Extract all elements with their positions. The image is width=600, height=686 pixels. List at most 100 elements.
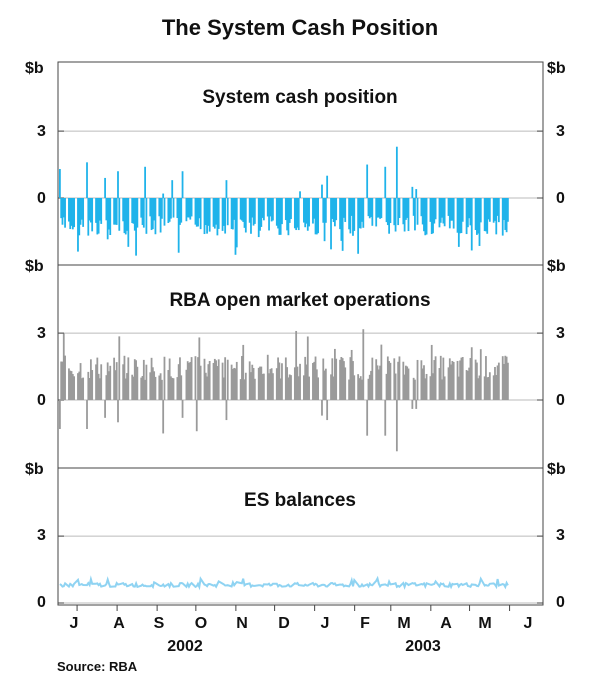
bar-negative: [388, 198, 391, 234]
bar-positive: [460, 357, 463, 400]
x-month-label: J: [523, 615, 533, 632]
bar-negative: [434, 198, 437, 220]
bar-positive: [313, 361, 316, 400]
bar-positive: [222, 377, 225, 400]
bar-positive: [284, 357, 287, 400]
bar-negative: [421, 198, 424, 225]
bar-positive: [343, 361, 345, 400]
bar-negative: [349, 198, 352, 234]
bar-negative: [505, 198, 508, 233]
bar-positive: [233, 367, 236, 400]
bar-positive: [376, 365, 379, 400]
bar-negative: [441, 198, 443, 218]
bar-negative: [176, 198, 179, 219]
y-tick-label: 3: [37, 527, 46, 544]
bar-positive: [162, 193, 165, 198]
bar-positive: [295, 330, 298, 400]
x-month-label: J: [69, 615, 79, 632]
bar-positive: [349, 357, 352, 400]
bar-negative: [106, 198, 109, 240]
bar-negative: [132, 198, 135, 224]
bar-negative: [494, 198, 496, 221]
bar-positive: [407, 368, 410, 400]
bar-positive: [207, 364, 210, 400]
line-es-balances: [59, 575, 509, 591]
bar-negative: [485, 198, 487, 232]
bar-positive: [290, 375, 292, 400]
bar-negative: [290, 198, 292, 220]
bar-positive: [370, 370, 372, 400]
bar-positive: [243, 379, 246, 400]
bar-negative: [501, 198, 504, 236]
bar-negative: [87, 198, 90, 236]
bar-positive: [73, 376, 75, 400]
bar-positive: [60, 361, 63, 400]
bar-negative: [398, 198, 401, 218]
bar-negative: [394, 198, 397, 232]
bar-negative: [286, 198, 289, 231]
bar-negative: [207, 198, 210, 226]
bar-negative: [297, 198, 300, 231]
bar-positive: [469, 358, 472, 400]
bar-negative: [142, 198, 145, 228]
x-axis: [76, 605, 511, 611]
bar-negative: [279, 198, 282, 235]
bar-negative: [206, 198, 208, 234]
y-tick-label: 3: [556, 123, 565, 140]
bar-negative: [194, 198, 197, 225]
bar-positive: [333, 348, 336, 400]
bar-positive: [323, 370, 326, 400]
bar-positive: [457, 376, 460, 400]
bar-positive: [122, 364, 125, 400]
bar-negative: [357, 198, 360, 254]
bar-positive: [286, 367, 289, 400]
bar-positive: [142, 359, 145, 400]
bar-negative: [269, 198, 272, 217]
bar-positive: [64, 355, 66, 400]
bar-positive: [394, 373, 397, 400]
bar-negative: [468, 198, 471, 219]
bar-negative: [304, 198, 307, 228]
y-tick-label: 0: [556, 190, 565, 207]
bar-negative: [70, 198, 73, 226]
bar-negative: [395, 400, 398, 452]
bar-negative: [416, 198, 419, 225]
bar-positive: [361, 379, 363, 400]
bar-positive: [371, 357, 374, 400]
bar-negative: [225, 400, 228, 421]
unit-label-right: $b: [547, 258, 566, 275]
bar-negative: [405, 198, 407, 220]
bar-positive: [133, 359, 136, 400]
bar-negative: [259, 198, 261, 231]
bar-negative: [479, 198, 482, 223]
bar-positive: [179, 357, 181, 400]
bar-positive: [434, 356, 437, 400]
bar-negative: [251, 198, 254, 218]
bar-negative: [315, 198, 318, 235]
bar-positive: [259, 366, 261, 400]
bar-positive: [461, 357, 464, 400]
bar-positive: [232, 369, 234, 400]
bar-positive: [303, 375, 305, 400]
bar-negative: [275, 198, 278, 226]
bar-negative: [64, 198, 66, 228]
bar-positive: [239, 379, 242, 400]
bar-negative: [452, 198, 455, 229]
bar-negative: [181, 400, 184, 418]
bar-positive: [485, 356, 487, 400]
bar-positive: [442, 357, 445, 400]
bar-negative: [324, 198, 327, 223]
bar-positive: [296, 366, 299, 400]
bar-positive: [470, 347, 473, 400]
bar-negative: [208, 198, 211, 232]
bar-negative: [314, 198, 317, 235]
bar-negative: [439, 198, 442, 223]
bar-negative: [268, 198, 270, 231]
bar-positive: [504, 355, 507, 400]
bar-negative: [62, 198, 65, 218]
bar-positive: [106, 362, 109, 400]
bar-negative: [375, 198, 378, 227]
bar-negative: [213, 198, 216, 229]
bar-negative: [457, 198, 460, 247]
bar-positive: [260, 366, 263, 400]
